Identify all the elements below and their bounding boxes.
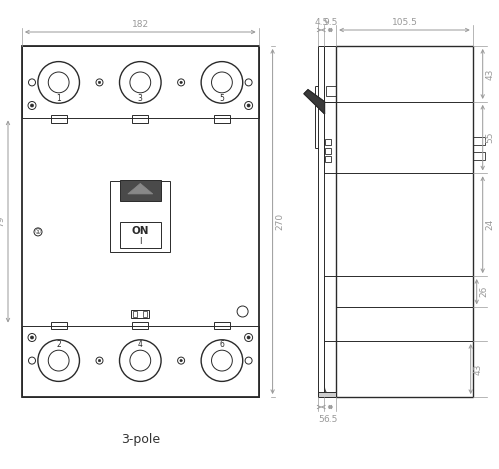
Text: I: I	[139, 237, 142, 246]
Bar	[22, 46, 258, 118]
Circle shape	[247, 104, 250, 107]
Circle shape	[119, 340, 161, 381]
Circle shape	[245, 79, 252, 86]
Bar	[143, 310, 147, 317]
Text: 105.5: 105.5	[392, 18, 417, 27]
Circle shape	[237, 306, 248, 317]
Circle shape	[96, 357, 103, 364]
Circle shape	[178, 357, 185, 364]
Circle shape	[212, 350, 233, 371]
Bar	[22, 325, 258, 397]
Circle shape	[180, 81, 182, 83]
Bar	[473, 152, 485, 160]
Text: 1: 1	[56, 94, 61, 103]
Circle shape	[96, 79, 103, 86]
Circle shape	[34, 228, 42, 236]
Text: ON: ON	[132, 227, 149, 236]
Text: 55: 55	[486, 132, 495, 144]
Circle shape	[130, 350, 151, 371]
Bar	[324, 102, 336, 174]
Polygon shape	[128, 183, 153, 194]
Bar	[214, 322, 230, 328]
Circle shape	[98, 359, 101, 362]
Text: 4.5: 4.5	[314, 18, 328, 27]
Circle shape	[38, 61, 79, 103]
Bar	[119, 222, 161, 248]
Bar	[110, 181, 170, 252]
Circle shape	[30, 336, 33, 339]
Bar	[22, 46, 258, 397]
Text: ①: ①	[35, 229, 41, 235]
Text: 270: 270	[275, 213, 284, 230]
Circle shape	[245, 101, 252, 109]
Bar	[473, 137, 485, 145]
Circle shape	[245, 333, 252, 341]
Bar	[318, 392, 336, 397]
Circle shape	[201, 61, 243, 103]
Circle shape	[28, 101, 36, 109]
Text: 182: 182	[132, 20, 149, 29]
Text: 5: 5	[220, 94, 225, 103]
Circle shape	[48, 350, 69, 371]
Circle shape	[48, 72, 69, 93]
Text: 6: 6	[220, 340, 225, 349]
Text: 24: 24	[486, 219, 495, 230]
Text: 9.5: 9.5	[323, 18, 337, 27]
Polygon shape	[304, 90, 324, 113]
Text: 3: 3	[138, 94, 143, 103]
Bar	[131, 310, 149, 318]
Circle shape	[245, 357, 252, 364]
Circle shape	[28, 79, 35, 86]
Circle shape	[119, 61, 161, 103]
Circle shape	[98, 81, 101, 83]
Text: 43: 43	[486, 68, 495, 80]
Bar	[336, 46, 473, 397]
Circle shape	[28, 333, 36, 341]
Bar	[119, 180, 161, 201]
Bar	[51, 114, 67, 122]
Circle shape	[212, 72, 233, 93]
Bar	[133, 310, 137, 317]
Circle shape	[180, 359, 182, 362]
Circle shape	[201, 340, 243, 381]
Circle shape	[38, 340, 79, 381]
Bar	[326, 86, 336, 96]
Bar	[132, 114, 148, 122]
Bar	[214, 114, 230, 122]
Text: 3-pole: 3-pole	[121, 432, 160, 446]
Bar	[325, 148, 331, 154]
Circle shape	[28, 357, 35, 364]
Text: 5: 5	[318, 415, 324, 424]
Bar	[325, 139, 331, 145]
Circle shape	[247, 336, 250, 339]
Bar	[51, 322, 67, 328]
Text: 6.5: 6.5	[323, 415, 337, 424]
Text: 79: 79	[0, 216, 5, 227]
Circle shape	[130, 72, 151, 93]
Bar	[318, 46, 324, 397]
Bar	[325, 156, 331, 162]
Bar	[324, 276, 336, 341]
Text: 4: 4	[138, 340, 143, 349]
Circle shape	[178, 79, 185, 86]
Bar	[324, 46, 336, 102]
Circle shape	[30, 104, 33, 107]
Text: 43: 43	[474, 363, 483, 375]
Bar	[132, 322, 148, 328]
Text: 2: 2	[56, 340, 61, 349]
Text: 26: 26	[480, 286, 489, 297]
